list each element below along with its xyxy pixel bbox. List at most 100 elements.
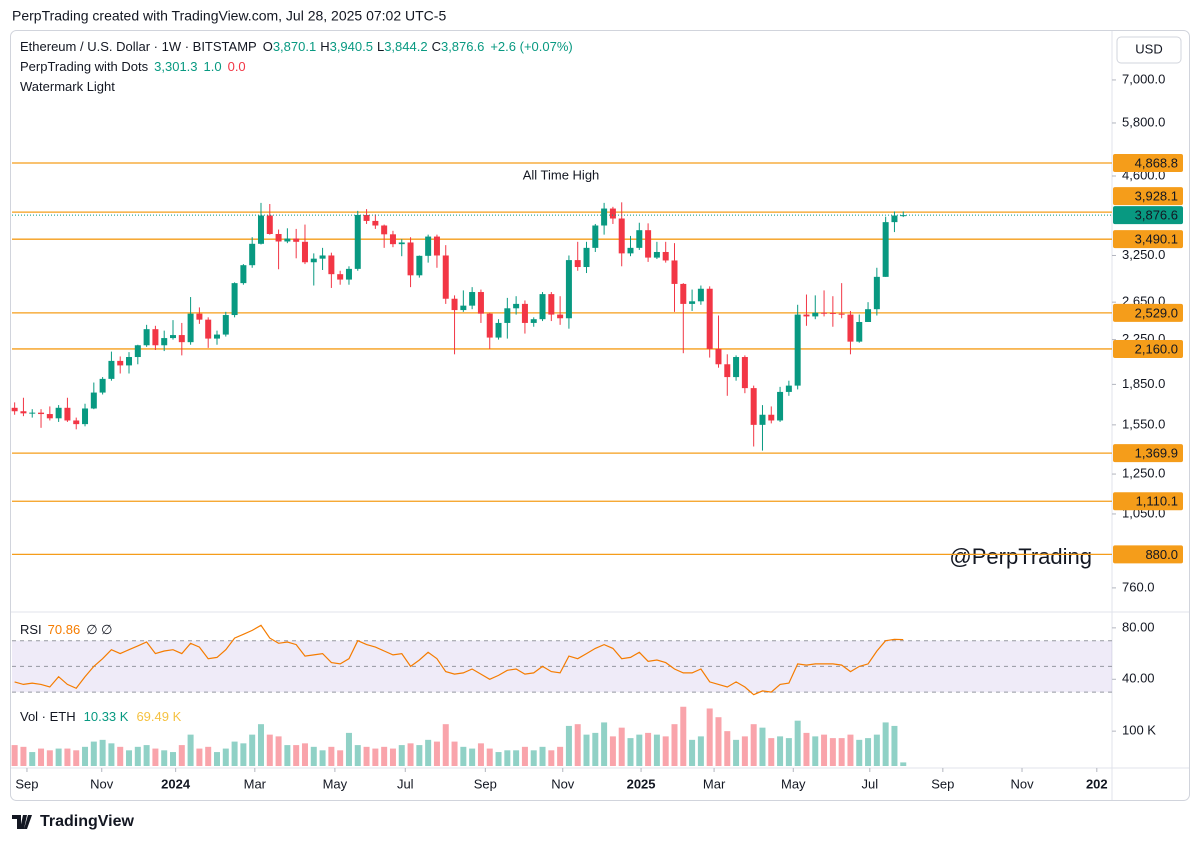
candle-body bbox=[574, 260, 581, 268]
indicator-legend: PerpTrading with Dots 3,301.3 1.0 0.0 bbox=[20, 59, 246, 74]
volume-bar bbox=[117, 746, 124, 766]
volume-bar bbox=[266, 734, 273, 766]
volume-bar bbox=[205, 746, 212, 766]
volume-bar bbox=[785, 738, 792, 766]
volume-bar bbox=[73, 750, 80, 766]
volume-bar bbox=[451, 741, 458, 766]
candle-body bbox=[249, 243, 256, 266]
candle-body bbox=[187, 313, 194, 343]
volume-bar bbox=[82, 746, 89, 766]
volume-bar bbox=[196, 748, 203, 766]
candle-body bbox=[583, 247, 590, 268]
candle-body bbox=[310, 258, 317, 263]
candle-body bbox=[29, 412, 36, 414]
volume-bar bbox=[803, 732, 810, 766]
x-tick-label: Nov bbox=[551, 776, 575, 791]
volume-bar bbox=[539, 746, 546, 766]
candle-body bbox=[891, 215, 898, 223]
volume-bar bbox=[240, 743, 247, 766]
volume-bar bbox=[143, 745, 150, 766]
x-tick-label: May bbox=[323, 776, 348, 791]
candle-body bbox=[671, 260, 678, 284]
candle-body bbox=[11, 407, 18, 412]
candle-body bbox=[592, 225, 599, 248]
candle-body bbox=[126, 357, 133, 366]
price-label-box bbox=[1113, 339, 1183, 358]
x-tick-label: Mar bbox=[703, 776, 726, 791]
candle-body bbox=[363, 214, 370, 221]
volume-bar bbox=[99, 739, 106, 766]
candle-body bbox=[618, 218, 625, 254]
indicator-value: 0.0 bbox=[228, 59, 246, 74]
legend-main: Ethereum / U.S. Dollar · 1W · BITSTAMP O3… bbox=[20, 39, 573, 54]
candle-body bbox=[196, 313, 203, 320]
rsi-name: RSI bbox=[20, 622, 42, 637]
candle-body bbox=[108, 360, 115, 379]
candle-body bbox=[205, 319, 212, 339]
ohlc-key: L bbox=[377, 39, 384, 54]
x-tick-label: Jul bbox=[862, 776, 879, 791]
ohlc-key: C bbox=[432, 39, 441, 54]
volume-bar bbox=[609, 736, 616, 766]
x-tick-label: 2025 bbox=[627, 776, 656, 791]
candle-body bbox=[741, 357, 748, 389]
y-tick-label: 7,000.0 bbox=[1122, 71, 1165, 86]
volume-bar bbox=[715, 717, 722, 766]
currency[interactable]: USD bbox=[1135, 41, 1162, 56]
volume-bar bbox=[636, 734, 643, 766]
candle-body bbox=[689, 301, 696, 304]
candle-body bbox=[495, 322, 502, 338]
candle-body bbox=[143, 329, 150, 346]
volume-bar bbox=[856, 739, 863, 766]
volume-bar bbox=[64, 748, 71, 766]
volume-bar bbox=[812, 736, 819, 766]
candle-body bbox=[469, 292, 476, 306]
price-label: 3,928.1 bbox=[1135, 189, 1178, 204]
candle-body bbox=[416, 255, 423, 276]
x-tick-label: Sep bbox=[15, 776, 38, 791]
candle-body bbox=[222, 315, 229, 335]
x-tick-label: 202 bbox=[1086, 776, 1108, 791]
price-label-box bbox=[1113, 545, 1183, 564]
candle-body bbox=[425, 236, 432, 256]
rsi-line bbox=[14, 624, 904, 696]
candle-body bbox=[82, 408, 89, 425]
volume-value: 10.33 K bbox=[84, 709, 129, 724]
volume-bar bbox=[337, 750, 344, 766]
price-label-box bbox=[1113, 206, 1183, 225]
candle-body bbox=[601, 208, 608, 226]
volume-bar bbox=[170, 752, 177, 766]
volume-bar bbox=[407, 743, 414, 766]
symbol: Ethereum / U.S. Dollar · 1W · BITSTAMP bbox=[20, 39, 257, 54]
y-tick-label: 100 K bbox=[1122, 723, 1156, 738]
candle-body bbox=[521, 303, 528, 323]
candle-body bbox=[64, 407, 71, 421]
volume-bar bbox=[398, 745, 405, 766]
candle-body bbox=[117, 360, 124, 366]
x-tick-label: Nov bbox=[1010, 776, 1034, 791]
volume-bar bbox=[310, 746, 317, 766]
candle-body bbox=[865, 309, 872, 322]
volume-bar bbox=[460, 746, 467, 766]
volume-bar bbox=[284, 745, 291, 766]
candle-body bbox=[284, 238, 291, 242]
currency-box[interactable] bbox=[1116, 36, 1182, 64]
volume-bar bbox=[372, 748, 379, 766]
x-tick-label: 2024 bbox=[161, 776, 191, 791]
candle-body bbox=[680, 283, 687, 304]
candle-body bbox=[724, 364, 731, 378]
caption: PerpTrading created with TradingView.com… bbox=[12, 8, 446, 24]
volume-bar bbox=[662, 736, 669, 766]
candle-body bbox=[134, 345, 141, 358]
price-label: 3,490.1 bbox=[1135, 232, 1178, 247]
volume-bar bbox=[126, 750, 133, 766]
candle-body bbox=[768, 414, 775, 421]
volume-bar bbox=[442, 724, 449, 766]
watermark: @PerpTrading bbox=[949, 544, 1092, 569]
rsi-extra: ∅ ∅ bbox=[86, 622, 112, 637]
candle-body bbox=[152, 329, 159, 346]
candle-body bbox=[442, 255, 449, 299]
x-tick-label: May bbox=[781, 776, 806, 791]
volume-bar bbox=[873, 734, 880, 766]
volume-bar bbox=[548, 750, 555, 766]
